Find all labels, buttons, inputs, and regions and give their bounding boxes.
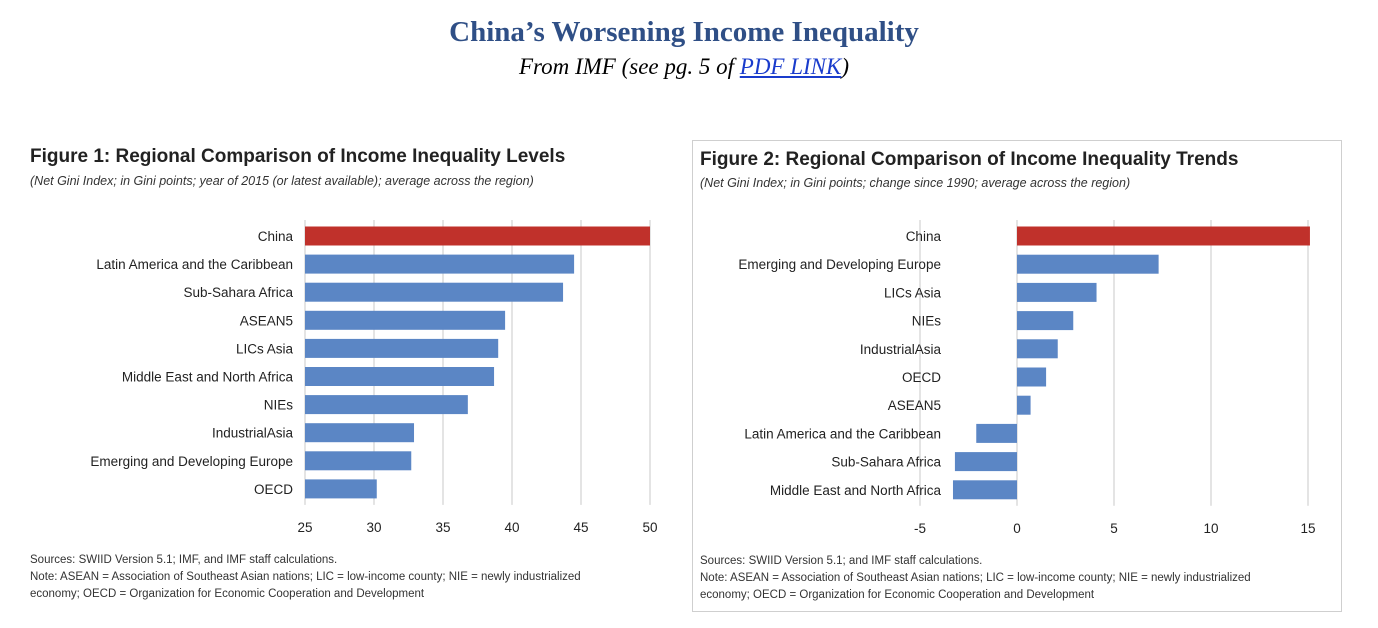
bar (305, 423, 415, 443)
pdf-link[interactable]: PDF LINK (739, 54, 842, 79)
tick-label: -5 (914, 521, 926, 536)
bar (305, 310, 506, 330)
figure-1-title: Figure 1: Regional Comparison of Income … (30, 146, 566, 167)
figure-2-chart: China Emerging and Developing Europe LICs … (738, 220, 1316, 536)
figure-2-notes: Sources: SWIID Version 5.1; and IMF staf… (700, 553, 1251, 604)
figure-2-title: Figure 2: Regional Comparison of Income … (700, 149, 1239, 170)
page-title: China’s Worsening Income Inequality (449, 16, 919, 48)
tick-label: 35 (435, 520, 450, 535)
figure-2-subtitle: (Net Gini Index; in Gini points; change … (700, 176, 1131, 190)
figure-1-notes: Sources: SWIID Version 5.1; IMF, and IMF… (30, 552, 581, 603)
category-label: NIEs (264, 398, 294, 413)
category-label: IndustrialAsia (860, 342, 942, 357)
category-label: Emerging and Developing Europe (738, 257, 941, 272)
bar (1017, 367, 1047, 387)
category-label: OECD (254, 482, 293, 497)
category-label: ASEAN5 (240, 313, 293, 328)
figure-1-subtitle: (Net Gini Index; in Gini points; year of… (30, 174, 534, 188)
bar (1017, 226, 1310, 246)
bar (305, 226, 650, 246)
category-label: Latin America and the Caribbean (96, 257, 293, 272)
tick-label: 0 (1013, 521, 1021, 536)
bar (305, 479, 377, 499)
category-label: Middle East and North Africa (770, 483, 942, 498)
tick-label: 50 (642, 520, 657, 535)
figure-2-note-line: economy; OECD = Organization for Economi… (700, 589, 1095, 601)
category-label: IndustrialAsia (212, 426, 294, 441)
bar (1017, 395, 1031, 415)
bar (954, 452, 1017, 472)
subtitle-prefix: From IMF (see pg. 5 of (518, 54, 740, 79)
page-subtitle: From IMF (see pg. 5 of PDF LINK) (0, 54, 1368, 80)
figure-2-note-line: Note: ASEAN = Association of Southeast A… (700, 572, 1251, 584)
category-label: LICs Asia (884, 285, 942, 300)
bar (305, 395, 468, 415)
bar (1017, 339, 1058, 359)
category-label: LICs Asia (236, 341, 294, 356)
category-label: ASEAN5 (888, 398, 941, 413)
category-label: NIEs (912, 314, 942, 329)
bar (1017, 311, 1074, 331)
bar (1017, 282, 1097, 302)
category-label: Middle East and North Africa (122, 370, 294, 385)
bar (305, 451, 412, 471)
figure-1-note-line: Note: ASEAN = Association of Southeast A… (30, 571, 581, 583)
category-label: Emerging and Developing Europe (90, 454, 293, 469)
tick-label: 30 (366, 520, 381, 535)
bar (305, 254, 575, 274)
figure-1-panel: Figure 1: Regional Comparison of Income … (28, 140, 676, 610)
bar (952, 480, 1017, 500)
tick-label: 45 (573, 520, 588, 535)
figure-1-sources: Sources: SWIID Version 5.1; IMF, and IMF… (30, 554, 338, 566)
category-label: Latin America and the Caribbean (744, 426, 941, 441)
bar (305, 338, 499, 358)
bar (305, 367, 495, 386)
tick-label: 25 (297, 520, 312, 535)
bar (1017, 254, 1159, 274)
figure-1-note-line: economy; OECD = Organization for Economi… (30, 588, 425, 600)
category-label: China (906, 229, 942, 244)
tick-label: 10 (1203, 521, 1218, 536)
figure-2-sources: Sources: SWIID Version 5.1; and IMF staf… (700, 555, 983, 567)
tick-label: 5 (1110, 521, 1118, 536)
figure-1-chart: China Latin America and the Caribbean Sub-… (90, 220, 658, 535)
subtitle-suffix: ) (841, 54, 850, 79)
tick-label: 15 (1300, 521, 1315, 536)
category-label: Sub-Sahara Africa (183, 285, 293, 300)
tick-label: 40 (504, 520, 519, 535)
bar (976, 423, 1017, 443)
figure-2-panel: Figure 2: Regional Comparison of Income … (692, 140, 1342, 612)
category-label: Sub-Sahara Africa (831, 455, 941, 470)
category-label: China (258, 229, 294, 244)
category-label: OECD (902, 370, 941, 385)
bar (305, 282, 564, 302)
